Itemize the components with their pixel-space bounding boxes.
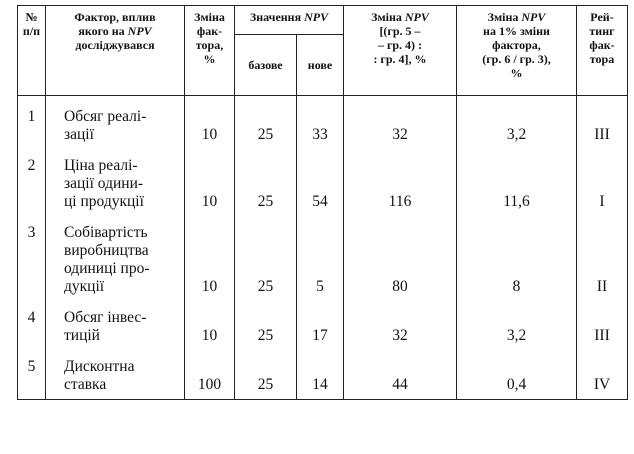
row-number: 4 [17,301,46,350]
row-npv-change-per-1pct: 11,6 [456,149,577,216]
row-npv-change: 32 [343,95,457,149]
table-row: 2 Ціна реалі- зації одини- ці продукції 10… [17,149,628,216]
row-factor-change: 10 [184,301,235,350]
row-npv-new: 54 [296,149,344,216]
row-npv-change: 116 [343,149,457,216]
row-npv-change-per-1pct: 0,4 [456,350,577,400]
row-factor: Дисконтна ставка [45,350,185,400]
table-row: 1 Обсяг реалі- зації 10 25 33 32 3,2 III [17,95,628,149]
header-npv-change-per-1pct: Зміна NPV на 1% зміни фактора, (гр. 6 / … [456,5,577,96]
row-factor: Собівартість виробництва одиниці про- ду… [45,216,185,301]
row-npv-change-per-1pct: 8 [456,216,577,301]
row-rating: IV [576,350,628,400]
table-body: 1 Обсяг реалі- зації 10 25 33 32 3,2 III 2 Ціна р… [17,95,628,400]
row-factor-change: 100 [184,350,235,400]
row-npv-new: 14 [296,350,344,400]
row-npv-new: 33 [296,95,344,149]
header-no: № п/п [17,5,46,96]
row-npv-base: 25 [234,301,297,350]
header-factor-rating: Рей- тинг фак- тора [576,5,628,96]
row-factor: Обсяг інвес- тицій [45,301,185,350]
header-npv-base: базове [234,34,297,96]
row-npv-change: 80 [343,216,457,301]
row-factor-change: 10 [184,216,235,301]
header-npv-new: нове [296,34,344,96]
header-npv-change: Зміна NPV [(гр. 5 – – гр. 4) : : гр. 4],… [343,5,457,96]
table-header: № п/п Фактор, вплив якого на NPV дослідж… [17,5,628,96]
row-number: 1 [17,95,46,149]
row-npv-change: 32 [343,301,457,350]
row-rating: III [576,95,628,149]
row-factor-change: 10 [184,95,235,149]
row-rating: II [576,216,628,301]
row-npv-new: 5 [296,216,344,301]
header-factor: Фактор, вплив якого на NPV досліджувався [45,5,185,96]
row-rating: III [576,301,628,350]
sensitivity-table: № п/п Фактор, вплив якого на NPV дослідж… [17,5,628,400]
row-npv-change-per-1pct: 3,2 [456,301,577,350]
row-npv-base: 25 [234,95,297,149]
row-npv-base: 25 [234,216,297,301]
row-number: 5 [17,350,46,400]
row-factor-change: 10 [184,149,235,216]
table-row: 3 Собівартість виробництва одиниці про- д… [17,216,628,301]
table-row: 5 Дисконтна ставка 100 25 14 44 0,4 IV [17,350,628,400]
row-rating: I [576,149,628,216]
row-number: 2 [17,149,46,216]
header-factor-change: Зміна фак- тора, % [184,5,235,96]
header-npv-values: Значення NPV [234,5,344,35]
row-npv-change-per-1pct: 3,2 [456,95,577,149]
row-factor: Обсяг реалі- зації [45,95,185,149]
table-row: 4 Обсяг інвес- тицій 10 25 17 32 3,2 III [17,301,628,350]
row-npv-base: 25 [234,350,297,400]
row-factor: Ціна реалі- зації одини- ці продукції [45,149,185,216]
row-npv-base: 25 [234,149,297,216]
row-npv-new: 17 [296,301,344,350]
row-number: 3 [17,216,46,301]
row-npv-change: 44 [343,350,457,400]
